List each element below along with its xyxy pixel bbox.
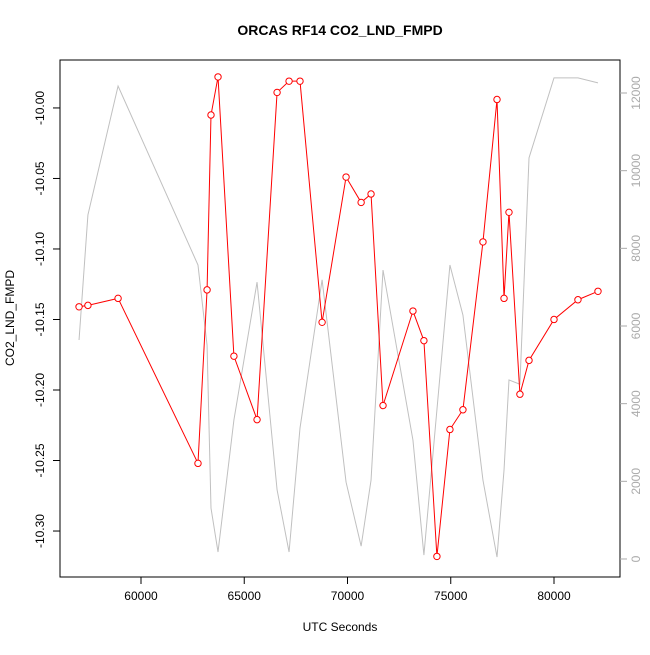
y-tick-label: -10.15 [33,302,47,336]
x-tick-label: 80000 [537,589,571,603]
point [459,406,467,414]
point [479,238,487,246]
y-axis-label: CO2_LND_FMPD [3,270,17,366]
point [446,425,454,434]
y2-tick-label: 6000 [629,312,643,339]
point [367,190,375,198]
point [357,198,365,207]
point [203,286,211,294]
point [574,296,582,304]
x-tick-label: 75000 [434,589,468,603]
point [594,287,602,295]
y-tick-label: -10.00 [33,91,47,125]
point [296,77,304,85]
plot-box [59,59,621,578]
y2-tick-label: 0 [629,555,643,562]
point [75,303,83,311]
point [84,301,92,310]
y2-tick-label: 4000 [629,390,643,417]
point [433,552,441,561]
y-tick-label: -10.10 [33,232,47,266]
point [194,459,202,468]
point [409,307,417,315]
y-tick-label: -10.25 [33,443,47,477]
x-tick-label: 60000 [124,589,158,603]
point [379,401,387,410]
y2-tick-label: 8000 [629,235,643,262]
point [114,294,122,303]
point [500,294,508,303]
point [230,352,238,360]
point [525,356,533,365]
chart-title: ORCAS RF14 CO2_LND_FMPD [237,22,442,38]
point [273,88,281,97]
point [505,208,513,217]
y2-tick-label: 10000 [629,154,643,188]
y-tick-label: -10.30 [33,514,47,548]
x-tick-label: 65000 [228,589,262,603]
point [285,77,293,85]
series-line [78,77,599,558]
point [493,95,501,104]
x-tick-label: 70000 [331,589,365,603]
y-tick-label: -10.20 [33,373,47,407]
point [207,111,215,119]
point [516,390,524,398]
point [253,415,261,424]
y2-tick-label: 2000 [629,468,643,495]
point [214,73,222,81]
point [342,173,350,181]
point [550,315,558,324]
x-axis-label: UTC Seconds [303,620,378,634]
y-tick-label: -10.05 [33,161,47,195]
point [318,318,326,327]
y2-tick-label: 12000 [629,76,643,110]
point [420,336,428,345]
